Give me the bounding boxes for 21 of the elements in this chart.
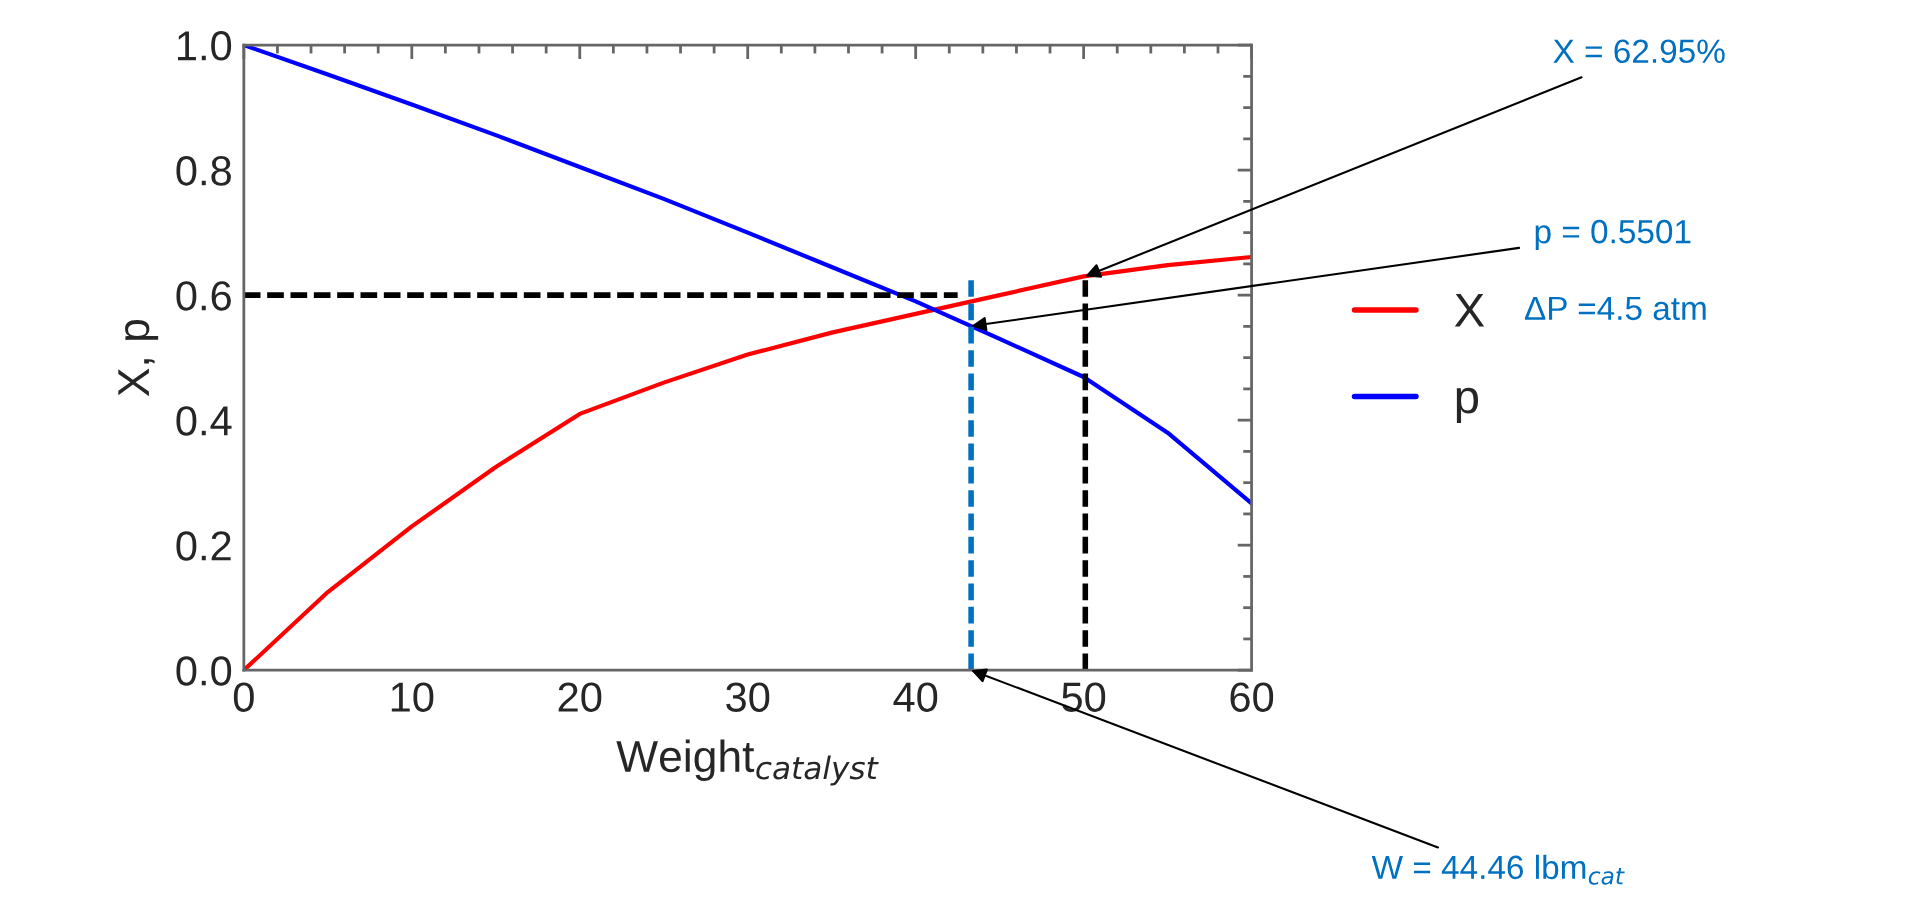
x-axis-title: Weight$_{catalyst}$ <box>616 739 879 786</box>
y-tick-label: 0.6 <box>176 281 231 311</box>
x-tick-label: 20 <box>558 682 602 712</box>
x-tick-label: 60 <box>1230 682 1274 712</box>
y-axis-title: X, p <box>118 319 159 397</box>
legend-label: X <box>1454 294 1485 327</box>
x-tick-label: 10 <box>391 682 434 712</box>
text: X = 62.95% <box>1553 39 1725 64</box>
x-tick-label: 0 <box>233 682 254 712</box>
x-tick-label: 30 <box>726 682 770 712</box>
y-tick-label: 0.0 <box>176 656 232 686</box>
text: p = 0.5501 <box>1535 219 1691 251</box>
y-tick-label: 0.2 <box>176 531 231 561</box>
legend-label: p <box>1456 387 1478 423</box>
text: W = 44.46 lbm$_{cat}$ <box>1371 854 1625 885</box>
x-tick-label: 40 <box>893 682 938 712</box>
y-tick-label: 1.0 <box>177 31 232 61</box>
y-tick-label: 0.4 <box>176 406 232 436</box>
x-tick-label: 50 <box>1062 682 1106 712</box>
text: ΔP =4.5 atm <box>1524 296 1706 321</box>
y-tick-label: 0.8 <box>176 156 231 186</box>
